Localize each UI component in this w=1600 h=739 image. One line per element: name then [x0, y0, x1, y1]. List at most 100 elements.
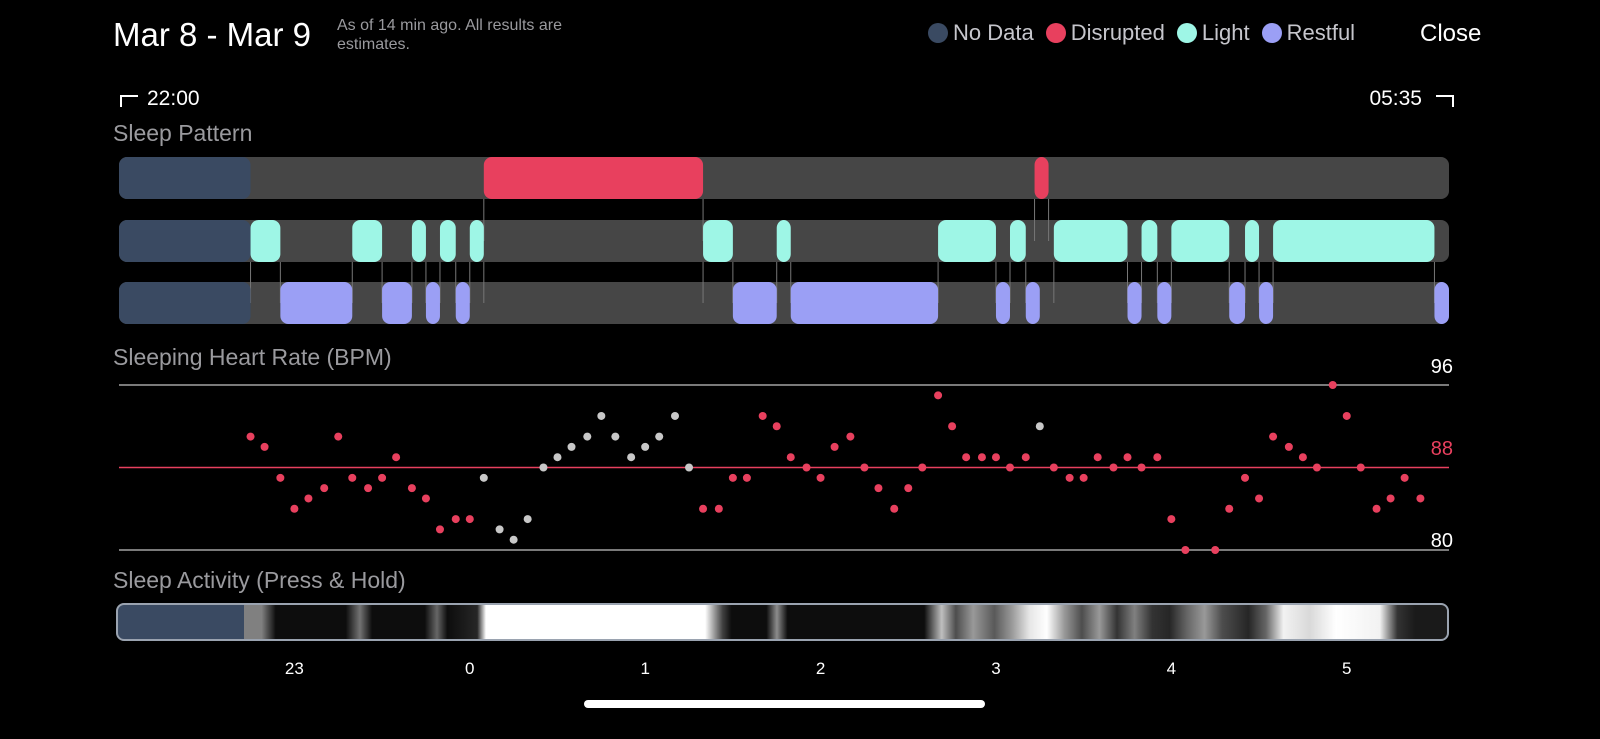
- legend-label: Light: [1201, 20, 1250, 45]
- home-indicator[interactable]: [584, 700, 985, 708]
- pattern-segment-restful: [1157, 282, 1172, 324]
- hr-point: [611, 432, 620, 441]
- legend: No Data Disrupted Light Restful: [928, 20, 1367, 46]
- heart-rate-title: Sleeping Heart Rate (BPM): [113, 344, 392, 370]
- hr-point: [1328, 381, 1337, 389]
- pattern-segment-restful: [995, 282, 1010, 324]
- page-title: Mar 8 - Mar 9: [113, 16, 312, 53]
- pattern-segment-light: [703, 220, 733, 262]
- axis-tick-label: 5: [1342, 659, 1352, 678]
- hr-point: [1153, 453, 1162, 462]
- estimate-note: As of 14 min ago. All results are estima…: [337, 17, 562, 53]
- hr-point: [962, 453, 971, 462]
- hr-point: [246, 432, 255, 441]
- hr-point: [991, 453, 1000, 462]
- sleep-activity-title: Sleep Activity (Press & Hold): [113, 567, 406, 593]
- hr-point: [772, 422, 781, 431]
- hr-point: [977, 453, 986, 462]
- range-end-bracket-icon: [1436, 95, 1454, 107]
- hr-point: [1225, 504, 1234, 513]
- hr-point: [435, 525, 444, 534]
- legend-item-disrupted: Disrupted: [1045, 20, 1165, 46]
- pattern-segment-restful: [1025, 282, 1040, 324]
- axis-tick-label: 23: [284, 659, 304, 678]
- hr-point: [627, 453, 636, 462]
- hr-point: [392, 453, 401, 462]
- hr-point: [1137, 463, 1146, 472]
- hr-point: [364, 484, 373, 493]
- hr-point: [802, 463, 811, 472]
- hr-point: [1005, 463, 1014, 472]
- pattern-segment-light: [1245, 220, 1260, 262]
- hr-point: [1269, 432, 1278, 441]
- hr-point: [890, 504, 899, 513]
- hr-point: [1181, 546, 1190, 554]
- pattern-segment-light: [411, 220, 426, 262]
- pattern-segment-restful: [1434, 282, 1449, 324]
- hr-point: [1035, 422, 1044, 431]
- hr-label-96: 96: [1430, 356, 1453, 378]
- legend-item-light: Light: [1176, 20, 1250, 46]
- legend-item-restful: Restful: [1261, 20, 1356, 46]
- axis-tick-label: 2: [815, 659, 826, 678]
- hr-point: [1386, 494, 1395, 503]
- hr-point: [1284, 442, 1293, 451]
- axis-tick-label: 4: [1166, 659, 1177, 678]
- hr-point: [567, 442, 576, 451]
- pattern-segment-restful: [1229, 282, 1246, 324]
- pattern-nodata-segment: [119, 220, 251, 262]
- hr-point: [276, 473, 285, 482]
- hr-point: [479, 473, 488, 482]
- pattern-segment-light: [1009, 220, 1026, 262]
- pattern-segment-restful: [455, 282, 470, 324]
- legend-label: Disrupted: [1070, 20, 1165, 45]
- hr-point: [948, 422, 957, 431]
- hr-point: [1093, 453, 1102, 462]
- hr-point: [523, 515, 532, 524]
- hr-point: [1400, 473, 1409, 482]
- pattern-segment-light: [1053, 220, 1128, 262]
- pattern-segment-restful: [425, 282, 440, 324]
- legend-dot-no-data: [928, 23, 948, 43]
- pattern-track-disrupted: [119, 157, 1449, 199]
- hr-point: [699, 504, 708, 513]
- pattern-segment-light: [1273, 220, 1435, 262]
- hr-label-88: 88: [1430, 438, 1453, 460]
- hr-point: [304, 494, 313, 503]
- axis-tick-label: 0: [465, 659, 475, 678]
- hr-point: [786, 453, 795, 462]
- pattern-segment-restful: [382, 282, 412, 324]
- pattern-nodata-segment: [119, 282, 251, 324]
- hr-point: [407, 484, 416, 493]
- legend-label: Restful: [1286, 20, 1356, 45]
- hr-point: [1372, 504, 1381, 513]
- close-button[interactable]: Close: [1420, 20, 1482, 47]
- hr-point: [1356, 463, 1365, 472]
- hr-point: [509, 535, 518, 544]
- hr-point: [934, 391, 943, 400]
- pattern-segment-restful: [280, 282, 353, 324]
- hr-point: [495, 525, 504, 534]
- legend-dot-restful: [1261, 23, 1282, 43]
- hr-point: [685, 463, 694, 472]
- sleep-activity-bar[interactable]: [116, 603, 1449, 641]
- pattern-segment-light: [439, 220, 456, 262]
- header: Mar 8 - Mar 9 As of 14 min ago. All resu…: [0, 0, 1600, 80]
- hr-point: [670, 411, 679, 420]
- legend-item-no-data: No Data: [928, 20, 1034, 46]
- hr-point: [874, 484, 883, 493]
- sleep-pattern-title: Sleep Pattern: [113, 120, 253, 146]
- range-start-bracket-icon: [120, 95, 138, 107]
- hr-point: [553, 453, 562, 462]
- hr-point: [421, 494, 430, 503]
- hr-point: [1312, 463, 1321, 472]
- pattern-segment-disrupted: [1034, 157, 1049, 199]
- hr-label-80: 80: [1430, 530, 1453, 552]
- hr-point: [1211, 546, 1220, 554]
- pattern-segment-restful: [1127, 282, 1142, 324]
- legend-dot-disrupted: [1045, 23, 1066, 43]
- legend-label: No Data: [953, 20, 1034, 45]
- hr-point: [539, 463, 548, 472]
- pattern-nodata-segment: [119, 157, 251, 199]
- hr-point: [846, 432, 855, 441]
